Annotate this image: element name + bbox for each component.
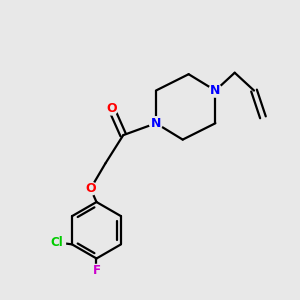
Text: N: N	[151, 117, 161, 130]
Text: F: F	[92, 265, 101, 278]
Text: O: O	[106, 102, 117, 115]
Circle shape	[149, 117, 163, 130]
Circle shape	[209, 84, 222, 97]
Circle shape	[90, 264, 103, 278]
Text: N: N	[210, 84, 220, 97]
Circle shape	[105, 102, 118, 115]
Text: Cl: Cl	[51, 236, 64, 249]
Circle shape	[84, 182, 97, 195]
Circle shape	[49, 235, 65, 251]
Text: O: O	[85, 182, 96, 195]
